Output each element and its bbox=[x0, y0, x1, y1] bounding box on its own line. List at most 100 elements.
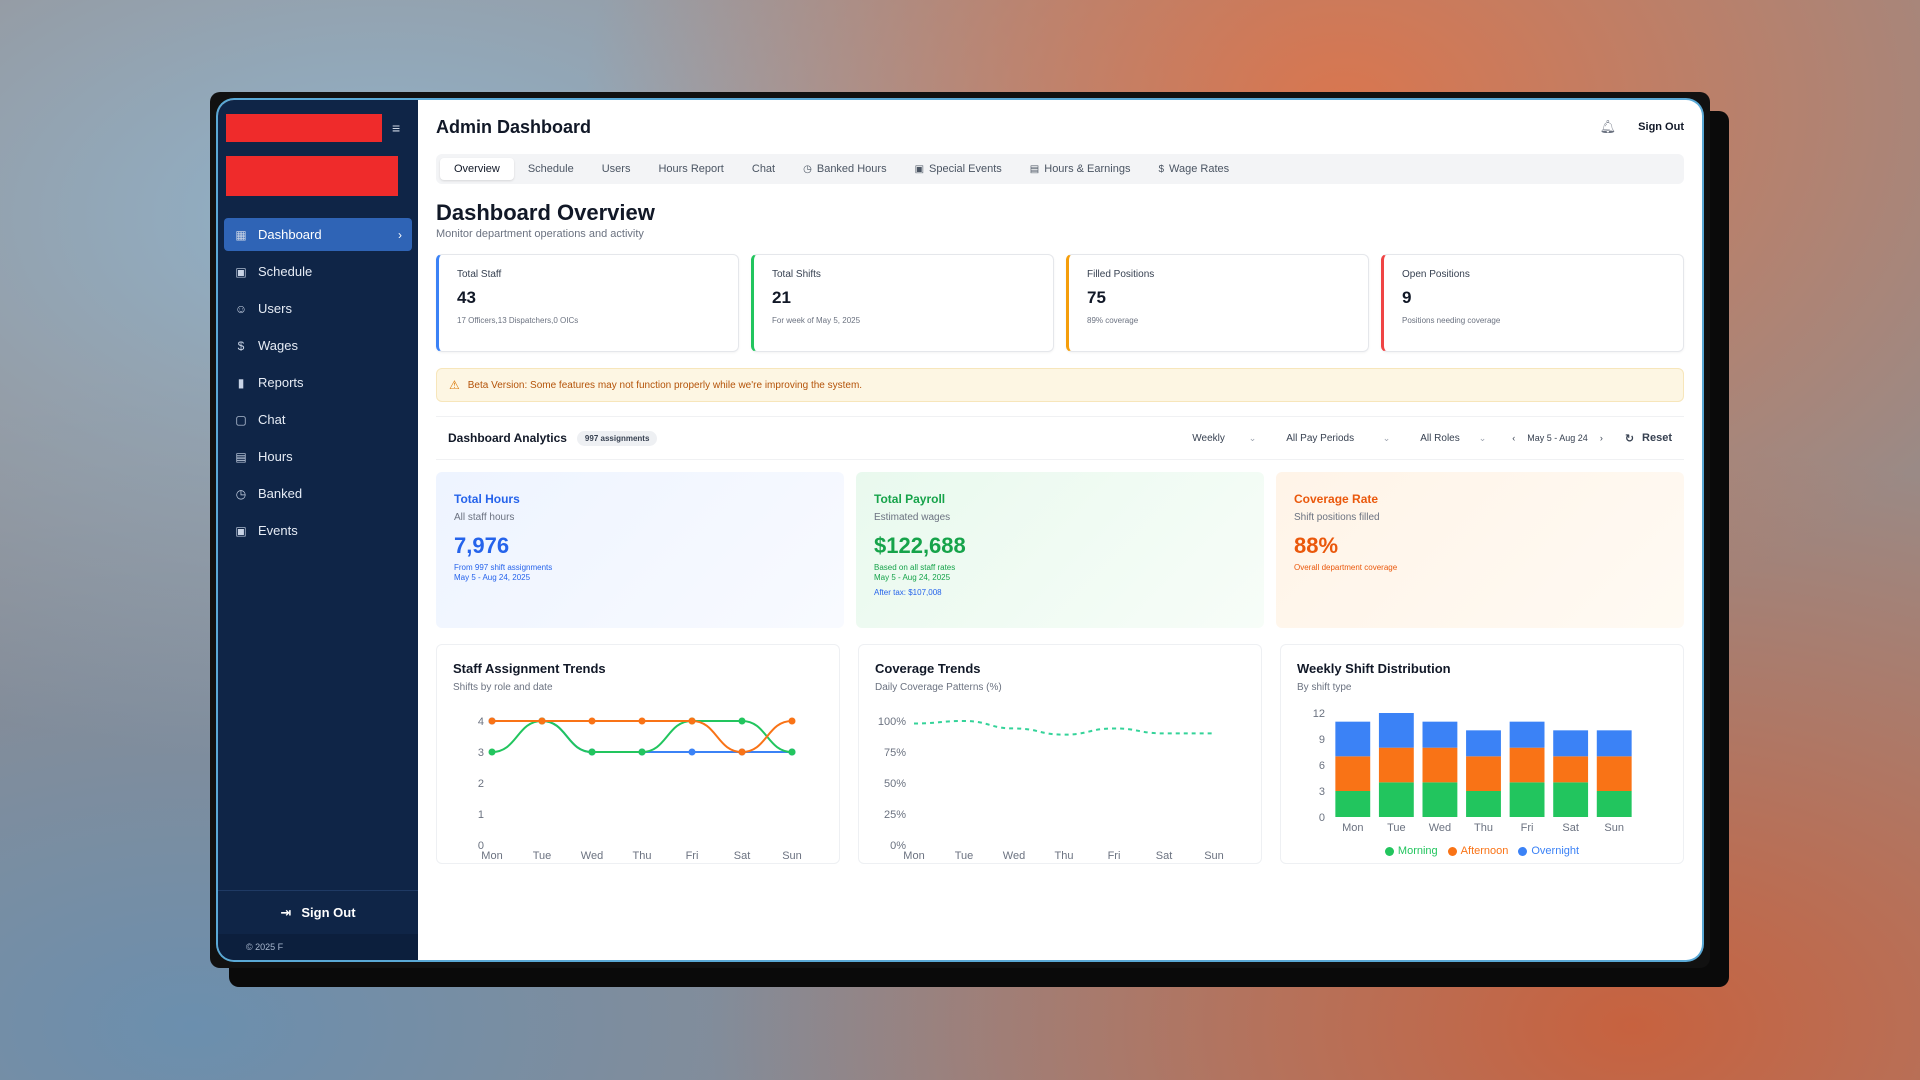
pay-period-select[interactable]: All Pay Periods ⌄ bbox=[1278, 430, 1398, 447]
total-payroll-sub: Estimated wages bbox=[874, 512, 951, 523]
reset-label: Reset bbox=[1642, 432, 1672, 444]
pay-period-select-value: All Pay Periods bbox=[1286, 432, 1355, 444]
sidebar-item-schedule[interactable]: ▣ Schedule bbox=[224, 255, 412, 288]
sidebar-sign-out-button[interactable]: ⇥ Sign Out bbox=[218, 890, 418, 934]
stat-value: 9 bbox=[1402, 288, 1412, 307]
sidebar-item-banked[interactable]: ◷ Banked bbox=[224, 477, 412, 510]
tab-schedule[interactable]: Schedule bbox=[514, 158, 588, 180]
header-sign-out-button[interactable]: Sign Out bbox=[1638, 121, 1684, 133]
legend-item[interactable]: Overnight bbox=[1518, 845, 1579, 857]
x-tick-label: Fri bbox=[1108, 850, 1121, 862]
tab-label: Special Events bbox=[929, 163, 1002, 175]
tab-wage-rates[interactable]: $ Wage Rates bbox=[1144, 158, 1243, 180]
tab-banked-hours[interactable]: ◷ Banked Hours bbox=[789, 158, 900, 180]
x-tick-label: Mon bbox=[1342, 822, 1363, 834]
total-hours-sub: All staff hours bbox=[454, 512, 515, 523]
data-point bbox=[588, 717, 596, 725]
roles-select[interactable]: All Roles ⌄ bbox=[1412, 430, 1494, 447]
tab-special-events[interactable]: ▣ Special Events bbox=[901, 158, 1016, 180]
period-select[interactable]: Weekly ⌄ bbox=[1184, 430, 1264, 447]
stat-label: Filled Positions bbox=[1087, 269, 1155, 280]
sidebar-item-users[interactable]: ☺ Users bbox=[224, 292, 412, 325]
beta-banner: ⚠ Beta Version: Some features may not fu… bbox=[436, 368, 1684, 402]
y-tick-label: 50% bbox=[884, 778, 906, 790]
series-line bbox=[492, 720, 792, 753]
brand-logo-redacted bbox=[226, 114, 382, 142]
message-icon: ▢ bbox=[235, 412, 247, 427]
coverage-rate-value: 88% bbox=[1294, 533, 1339, 558]
chevron-down-icon: ⌄ bbox=[1248, 432, 1257, 443]
dollar-icon: $ bbox=[1158, 163, 1165, 175]
bar-segment bbox=[1422, 782, 1458, 817]
x-tick-label: Fri bbox=[686, 850, 699, 862]
legend-item[interactable]: Morning bbox=[1384, 845, 1438, 857]
tab-users[interactable]: Users bbox=[588, 158, 645, 180]
overview-subtitle: Monitor department operations and activi… bbox=[436, 228, 644, 240]
tab-overview[interactable]: Overview bbox=[440, 158, 514, 180]
legend-swatch bbox=[1384, 846, 1394, 856]
stat-card-total-staff: Total Staff 43 17 Officers,13 Dispatchers,… bbox=[436, 254, 739, 352]
chevron-right-icon[interactable]: › bbox=[1599, 433, 1603, 443]
topbar: Admin Dashboard 🔔︎ Sign Out bbox=[436, 100, 1684, 154]
sidebar-item-hours[interactable]: ▤ Hours bbox=[224, 440, 412, 473]
data-point bbox=[488, 748, 496, 756]
users-icon: ☺ bbox=[234, 301, 248, 316]
data-point bbox=[688, 717, 696, 725]
legend-item[interactable]: Afternoon bbox=[1447, 845, 1508, 857]
y-tick-label: 25% bbox=[884, 809, 906, 821]
chart-title: Weekly Shift Distribution bbox=[1297, 661, 1451, 676]
sidebar-item-dashboard[interactable]: ▦ Dashboard › bbox=[224, 218, 412, 251]
refresh-icon: ↻ bbox=[1624, 432, 1635, 445]
series-line bbox=[913, 719, 1214, 736]
menu-toggle-icon[interactable]: ≡ bbox=[392, 120, 401, 136]
stat-note: Positions needing coverage bbox=[1402, 316, 1501, 325]
stat-value: 43 bbox=[457, 288, 476, 307]
chevron-left-icon[interactable]: ‹ bbox=[1512, 433, 1516, 443]
data-point bbox=[788, 748, 796, 756]
x-tick-label: Sun bbox=[1604, 822, 1624, 834]
bar-segment bbox=[1596, 730, 1632, 757]
reset-button[interactable]: ↻ Reset bbox=[1625, 432, 1672, 445]
bar-segment bbox=[1596, 791, 1632, 817]
sidebar-item-reports[interactable]: ▮ Reports bbox=[224, 366, 412, 399]
data-point bbox=[638, 717, 646, 725]
tab-chat[interactable]: Chat bbox=[738, 158, 789, 180]
sidebar-item-label: Banked bbox=[258, 486, 303, 501]
tab-hours-report[interactable]: Hours Report bbox=[644, 158, 737, 180]
y-tick-label: 9 bbox=[1319, 734, 1325, 746]
tab-hours-earnings[interactable]: ▤ Hours & Earnings bbox=[1016, 158, 1145, 180]
bar-segment bbox=[1509, 747, 1545, 783]
y-tick-label: 3 bbox=[1319, 786, 1325, 798]
data-point bbox=[688, 748, 696, 756]
total-payroll-range: May 5 - Aug 24, 2025 bbox=[874, 573, 951, 582]
stat-label: Total Shifts bbox=[772, 269, 821, 280]
x-tick-label: Tue bbox=[955, 850, 974, 862]
sidebar-item-label: Reports bbox=[258, 375, 304, 390]
data-point bbox=[788, 717, 796, 725]
chart-subtitle: Shifts by role and date bbox=[453, 682, 553, 693]
coverage-rate-note: Overall department coverage bbox=[1294, 563, 1398, 572]
data-point bbox=[738, 748, 746, 756]
chart-row: Staff Assignment Trends Shifts by role a… bbox=[436, 644, 1684, 864]
sidebar-item-chat[interactable]: ▢ Chat bbox=[224, 403, 412, 436]
tab-label: Hours & Earnings bbox=[1044, 163, 1131, 175]
total-hours-range: May 5 - Aug 24, 2025 bbox=[454, 573, 531, 582]
sidebar-item-events[interactable]: ▣ Events bbox=[224, 514, 412, 547]
stat-card-open-positions: Open Positions 9 Positions needing coverag… bbox=[1381, 254, 1684, 352]
overview-title: Dashboard Overview bbox=[436, 200, 655, 225]
series-line bbox=[491, 719, 793, 753]
coverage-rate-label: Coverage Rate bbox=[1294, 492, 1379, 506]
stat-note: For week of May 5, 2025 bbox=[772, 316, 861, 325]
bar-segment bbox=[1378, 747, 1414, 783]
bar-segment bbox=[1378, 713, 1414, 748]
legend-label: Overnight bbox=[1531, 845, 1580, 857]
sidebar-sign-out-label: Sign Out bbox=[301, 905, 356, 920]
legend-label: Morning bbox=[1397, 845, 1438, 857]
sidebar-item-wages[interactable]: $ Wages bbox=[224, 329, 412, 362]
chevron-down-icon: ⌄ bbox=[1382, 432, 1391, 443]
x-tick-label: Wed bbox=[581, 850, 603, 862]
brand-row: ≡ bbox=[218, 100, 418, 142]
bell-icon[interactable]: 🔔︎ bbox=[1599, 119, 1617, 134]
total-payroll-value: $122,688 bbox=[874, 533, 966, 558]
stat-value: 21 bbox=[772, 288, 791, 307]
